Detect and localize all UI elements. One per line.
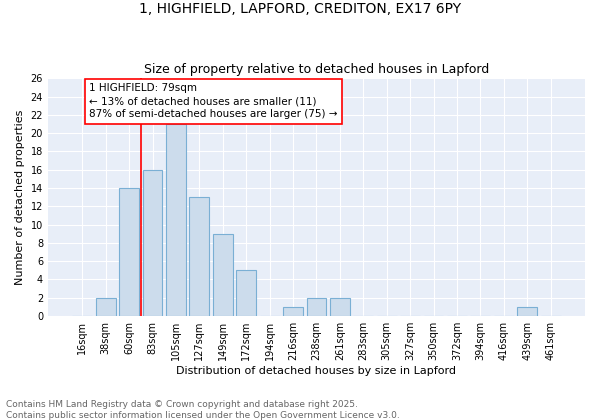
X-axis label: Distribution of detached houses by size in Lapford: Distribution of detached houses by size … [176,365,457,375]
Bar [213,234,233,316]
Bar [190,197,209,316]
Text: 1, HIGHFIELD, LAPFORD, CREDITON, EX17 6PY: 1, HIGHFIELD, LAPFORD, CREDITON, EX17 6P… [139,2,461,16]
Bar [143,170,163,316]
Bar [330,297,350,316]
Title: Size of property relative to detached houses in Lapford: Size of property relative to detached ho… [144,63,489,76]
Text: 1 HIGHFIELD: 79sqm
← 13% of detached houses are smaller (11)
87% of semi-detache: 1 HIGHFIELD: 79sqm ← 13% of detached hou… [89,83,338,119]
Bar [236,270,256,316]
Bar [283,307,303,316]
Bar [307,297,326,316]
Bar [166,124,186,316]
Y-axis label: Number of detached properties: Number of detached properties [15,110,25,285]
Bar [119,188,139,316]
Bar [517,307,537,316]
Text: Contains HM Land Registry data © Crown copyright and database right 2025.
Contai: Contains HM Land Registry data © Crown c… [6,400,400,420]
Bar [96,297,116,316]
